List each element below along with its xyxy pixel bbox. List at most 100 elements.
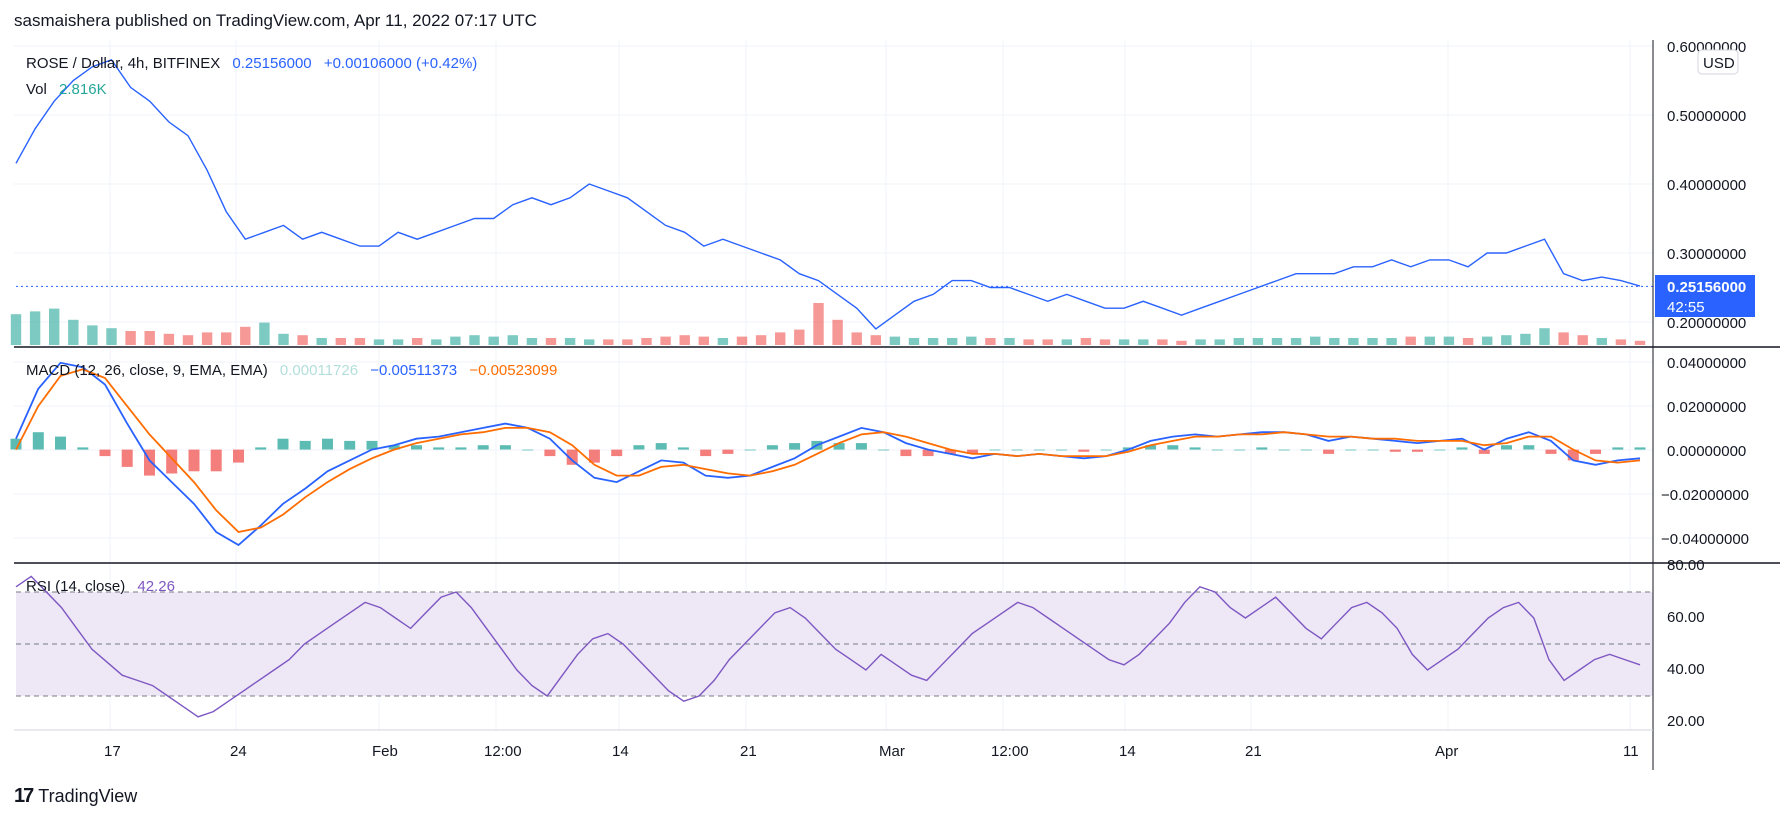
macd-histogram-bar [1501,445,1512,450]
macd-histogram-bar [522,449,534,451]
volume-bar [1367,338,1378,345]
volume-bar [1157,339,1168,345]
macd-histogram-bar [1478,449,1490,454]
volume-bar [201,332,213,345]
volume-bar [1348,338,1359,345]
rsi-axis-labels[interactable]: 80.00 60.00 40.00 20.00 [1667,557,1705,730]
macd-histogram-bar [1323,449,1335,454]
macd-tick-label: 0.04000000 [1667,355,1746,372]
volume-bar [1501,335,1512,345]
volume-bar [966,336,977,345]
volume-bar [240,326,251,345]
volume-bar [412,338,423,345]
macd-histogram-bar [1523,445,1535,450]
volume-bar [1099,339,1111,345]
volume-bar [1577,335,1588,345]
volume-bar [545,338,557,345]
volume-bar [297,335,308,345]
volume-bar [488,336,499,345]
macd-histogram-bar [121,449,133,467]
volume-bar [603,339,614,345]
macd-histogram-bar [10,438,22,450]
volume-bar [736,336,748,345]
macd-histogram-bar [588,449,600,463]
volume-bar [49,308,60,345]
macd-histogram-bar [1122,447,1134,450]
price-tick-label: 0.30000000 [1667,246,1746,263]
volume-bar [1596,338,1607,345]
volume-bar [908,338,920,345]
macd-histogram-bar [188,449,200,472]
macd-histogram-bar [99,449,111,457]
macd-tick-label: −0.02000000 [1661,487,1749,504]
volume-bar [794,329,805,345]
macd-histogram-bar [1389,449,1401,452]
volume-bar [1482,336,1493,345]
symbol-legend: ROSE / Dollar, 4h, BITFINEX 0.25156000 +… [26,55,485,72]
macd-histogram-bar [499,445,511,450]
volume-bar [335,338,346,345]
macd-histogram-bar [677,447,689,450]
volume-bar [1004,338,1015,345]
price-tick-label: 0.50000000 [1667,108,1746,125]
macd-histogram-bar [277,438,289,450]
macd-axis-labels[interactable]: 0.04000000 0.02000000 0.00000000 −0.0200… [1661,355,1749,548]
macd-histogram-bar [700,449,712,457]
macd-histogram-bar [1300,449,1312,451]
macd-histogram-bar [344,440,356,450]
time-tick-label: 14 [612,743,629,760]
macd-histogram-bar [833,443,845,450]
vol-label: Vol [26,81,47,98]
macd-histogram-bar [611,449,623,457]
volume-bar [1520,333,1531,345]
volume-bar [584,339,595,345]
rsi-label: RSI (14, close) [26,578,126,595]
tradingview-logo-icon: 17 [14,785,34,807]
volume-bar [221,332,232,345]
volume-bar [373,339,385,345]
macd-histogram-bar [566,449,578,465]
time-axis-labels[interactable]: 17 24 Feb 12:00 14 21 Mar 12:00 14 21 Ap… [104,743,1639,760]
macd-histogram-bar [55,436,66,450]
legend-change: +0.00106000 (+0.42%) [323,55,478,72]
volume-bar [1252,338,1264,345]
volume-bar [1539,328,1550,345]
volume-bar [182,335,194,345]
volume-bar [889,336,901,345]
volume-bar [832,319,843,345]
macd-histogram-bar [477,445,489,450]
macd-histogram-bar [1234,449,1246,451]
macd-histogram-bar [1211,449,1223,451]
macd-histogram-bar [455,447,467,450]
currency-badge[interactable]: USD [1697,49,1739,75]
volume-bar [1558,332,1569,345]
volume-bar [125,331,136,345]
macd-legend: MACD (12, 26, close, 9, EMA, EMA) 0.0001… [26,362,565,379]
macd-histogram-bar [967,449,979,454]
macd-histogram-bar [1033,449,1045,451]
rsi-tick-label: 40.00 [1667,661,1705,678]
macd-histogram-bar [299,440,311,450]
macd-histogram-bar [900,449,912,457]
volume-bar [1405,336,1416,345]
macd-histogram-bar [1189,447,1201,450]
symbol-label: ROSE / Dollar, 4h, BITFINEX [26,55,221,72]
time-tick-label: 14 [1119,743,1136,760]
time-tick-label: 21 [1245,743,1262,760]
volume-bar [87,325,98,345]
volume-bar [1443,336,1455,345]
volume-bar [1195,339,1206,345]
footer-brand[interactable]: 17 TradingView [14,785,137,808]
macd-histogram-bar [233,449,244,463]
macd-line-value: −0.00511373 [370,362,458,379]
macd-histogram-bar [1278,449,1290,451]
time-tick-label: 11 [1623,743,1639,760]
volume-bar [1634,340,1646,345]
macd-histogram-bar [32,432,44,450]
volume-bar [947,338,958,345]
last-price-box [1655,275,1755,317]
last-price-badge: 0.25156000 42:55 [1655,275,1755,317]
macd-histogram-bar [855,443,867,450]
volume-bar [641,338,652,345]
